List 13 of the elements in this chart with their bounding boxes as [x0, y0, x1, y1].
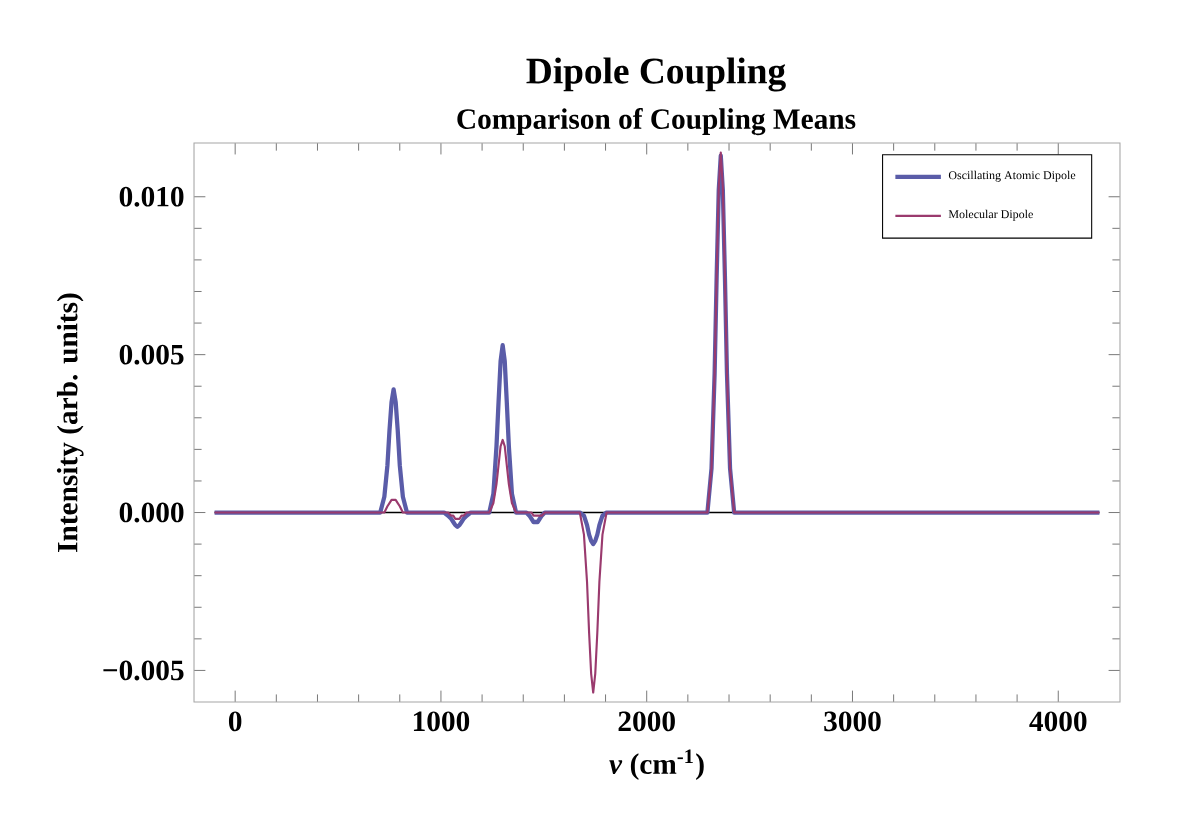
- chart-title: Dipole Coupling: [526, 57, 786, 92]
- y-tick-label: 0.000: [119, 502, 184, 523]
- y-tick-label: 0.005: [119, 344, 184, 365]
- x-tick-label: 2000: [618, 711, 675, 732]
- x-tick-label: 1000: [413, 711, 470, 732]
- x-tick-label: 4000: [1029, 711, 1087, 732]
- y-axis-title: Intensity (arb. units): [56, 293, 84, 552]
- y-tick-label: −0.005: [103, 660, 184, 681]
- chart-subtitle: Comparison of Coupling Means: [457, 108, 856, 136]
- y-tick-label: 0.010: [119, 186, 184, 207]
- x-tick-label: 0: [228, 711, 242, 732]
- x-axis-title: ν (cm$^{-1}$): [609, 749, 704, 780]
- x-tick-label: 3000: [824, 711, 881, 732]
